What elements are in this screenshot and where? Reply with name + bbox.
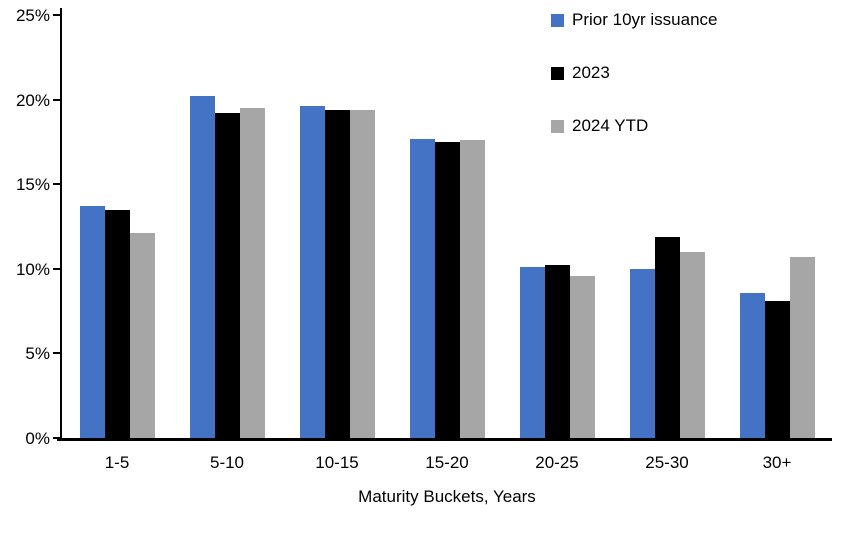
bar-group	[62, 15, 172, 438]
bar	[764, 300, 790, 438]
bar-group	[172, 15, 282, 438]
y-tick-label: 20%	[15, 90, 50, 110]
legend-item: Prior 10yr issuance	[551, 10, 718, 30]
bar	[739, 292, 765, 438]
legend-item: 2024 YTD	[551, 116, 718, 136]
y-tick-mark	[53, 352, 60, 355]
bar	[349, 109, 375, 438]
bar	[654, 236, 680, 438]
y-tick-label: 5%	[25, 344, 50, 364]
bar	[239, 108, 265, 438]
legend-item: 2023	[551, 63, 718, 83]
y-tick-label: 15%	[15, 175, 50, 195]
bar	[214, 113, 240, 438]
bar-group	[612, 15, 722, 438]
y-tick-mark	[53, 98, 60, 101]
y-axis-line	[60, 8, 62, 441]
legend-swatch-icon	[551, 66, 564, 80]
bar-group	[502, 15, 612, 438]
bar	[189, 96, 215, 438]
y-tick-mark	[53, 437, 60, 439]
x-tick-label: 1-5	[104, 453, 130, 472]
x-tick-label: 10-15	[315, 453, 359, 472]
bar	[519, 267, 545, 438]
x-tick-label: 15-20	[425, 453, 469, 472]
bar	[544, 265, 570, 438]
legend-swatch-icon	[551, 13, 564, 27]
x-tick-label: 30+	[762, 453, 792, 472]
x-tick-label: 20-25	[535, 453, 579, 472]
legend-swatch-icon	[551, 119, 564, 133]
y-tick-mark	[53, 14, 60, 16]
bar	[104, 209, 130, 438]
y-tick-mark	[53, 267, 60, 270]
bar	[299, 106, 325, 438]
plot-area	[62, 15, 832, 438]
legend-label: Prior 10yr issuance	[572, 10, 718, 29]
legend-label: 2023	[572, 63, 610, 82]
bar	[129, 233, 155, 438]
y-tick-mark	[53, 183, 60, 186]
bar-group	[282, 15, 392, 438]
x-axis-line	[57, 438, 832, 441]
y-tick-label: 0%	[25, 429, 50, 448]
bar-group	[392, 15, 502, 438]
bar	[409, 138, 435, 438]
x-tick-label: 5-10	[209, 453, 245, 472]
y-tick-label: 10%	[15, 259, 50, 279]
x-tick-label: 25-30	[645, 453, 689, 472]
legend: Prior 10yr issuance 2023 2024 YTD	[551, 10, 718, 169]
y-tick-label: 25%	[15, 6, 50, 25]
bar	[79, 206, 105, 438]
bar	[459, 140, 485, 438]
x-axis-title: Maturity Buckets, Years	[358, 487, 536, 506]
bar	[324, 109, 350, 438]
bar	[789, 256, 815, 438]
bar-group	[722, 15, 832, 438]
legend-label: 2024 YTD	[572, 116, 649, 135]
bar	[434, 141, 460, 438]
bar	[569, 275, 595, 438]
bar	[679, 251, 705, 438]
bar	[629, 268, 655, 438]
